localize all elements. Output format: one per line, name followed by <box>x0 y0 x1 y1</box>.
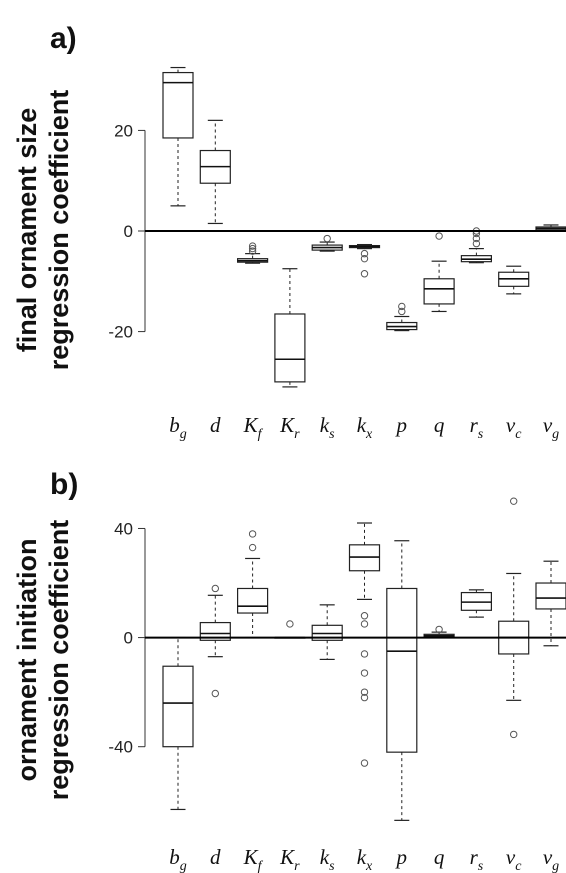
p2-outlier <box>360 620 369 628</box>
p1-outlier <box>248 247 257 255</box>
panel-a-ylabel-line1: final ornament size <box>12 108 42 353</box>
p1-box-7 <box>423 232 455 313</box>
p2-iqr-box <box>386 587 418 753</box>
p1-outlier <box>360 249 369 258</box>
p2-box-6 <box>386 540 418 821</box>
p1-box-0 <box>162 66 194 207</box>
p1-iqr-box <box>423 278 455 305</box>
p2-box-10 <box>535 560 566 647</box>
p1-y-tick-label: -20 <box>108 323 133 342</box>
p2-outlier <box>510 730 518 739</box>
p2-outlier <box>211 584 220 593</box>
p2-box-8 <box>460 589 492 618</box>
p1-category-label: ks <box>320 413 335 442</box>
p2-box-2 <box>237 530 269 639</box>
p2-category-label: Kf <box>243 845 264 873</box>
p1-category-label: vc <box>506 413 522 442</box>
p1-category-label: bg <box>169 413 187 442</box>
p1-outlier <box>435 232 443 240</box>
p1-category-label: vg <box>543 413 559 442</box>
p1-category-label: rs <box>470 413 484 442</box>
p1-box-2 <box>237 242 269 264</box>
p2-outlier <box>360 688 369 696</box>
p2-outlier <box>286 620 294 628</box>
p2-outlier <box>248 530 257 538</box>
p2-y-tick-label: 40 <box>114 519 133 538</box>
p1-outlier <box>248 242 257 250</box>
p2-category-label: bg <box>169 845 187 873</box>
p2-category-label: Kr <box>279 845 300 873</box>
panel-a: a) final ornament size regression coeffi… <box>12 22 566 442</box>
panel-a-ylabel-line2: regression coefficient <box>44 90 74 371</box>
p1-iqr-box <box>162 71 194 139</box>
p2-box-9 <box>498 497 530 739</box>
p2-outlier <box>360 612 369 620</box>
p1-box-4 <box>311 234 343 252</box>
p1-outlier <box>360 270 369 278</box>
p2-outlier <box>435 625 443 634</box>
p2-box-5 <box>348 522 381 767</box>
p1-box-3 <box>274 268 306 388</box>
p1-category-label: p <box>395 413 408 437</box>
p1-box-5 <box>348 243 381 278</box>
p1-category-label: kx <box>357 413 373 442</box>
p2-category-label: vg <box>543 845 559 873</box>
p2-category-label: vc <box>506 845 522 873</box>
p2-y-tick-label: -40 <box>108 738 133 757</box>
p1-outlier <box>472 234 481 243</box>
panel-b: b) ornament initiation regression coeffi… <box>12 468 566 873</box>
p2-category-label: ks <box>320 845 335 873</box>
p2-iqr-box <box>162 665 194 748</box>
p1-outlier <box>472 239 481 248</box>
p2-box-1 <box>199 584 231 698</box>
p1-iqr-box <box>274 313 306 383</box>
p2-iqr-box <box>237 587 269 614</box>
p2-outlier <box>360 650 369 658</box>
p2-box-4 <box>311 604 343 661</box>
panel-b-letter: b) <box>50 468 78 501</box>
p1-category-label: q <box>434 413 445 437</box>
p1-category-label: Kf <box>243 413 264 442</box>
p2-outlier <box>360 669 369 677</box>
panel-a-letter: a) <box>50 22 77 55</box>
p1-box-8 <box>460 227 492 264</box>
p1-box-6 <box>386 302 418 332</box>
p2-category-label: p <box>395 845 408 869</box>
p2-outlier <box>211 689 220 698</box>
p2-box-0 <box>162 636 194 811</box>
p2-outlier <box>510 497 518 505</box>
p1-y-tick-label: 20 <box>114 121 133 140</box>
panel-b-ylabel-line1: ornament initiation <box>12 539 42 782</box>
p2-iqr-box <box>199 621 231 641</box>
p1-outlier <box>323 234 331 243</box>
p2-category-label: kx <box>357 845 373 873</box>
p1-box-9 <box>498 265 530 295</box>
p2-category-label: rs <box>470 845 484 873</box>
p2-iqr-box <box>535 582 566 610</box>
p2-box-7 <box>423 625 455 639</box>
p2-outlier <box>360 693 369 702</box>
p1-outlier <box>360 254 369 263</box>
p1-outlier <box>398 302 406 311</box>
p2-category-label: q <box>434 845 445 869</box>
panel-b-ylabel-line2: regression coefficient <box>44 520 74 801</box>
p1-box-1 <box>199 119 231 225</box>
p2-outlier <box>360 759 369 767</box>
p2-box-3 <box>274 620 306 639</box>
p1-category-label: Kr <box>279 413 300 442</box>
p2-outlier <box>248 543 257 552</box>
p1-outlier <box>248 244 257 253</box>
p2-y-tick-label: 0 <box>124 629 133 648</box>
p1-outlier <box>398 307 406 316</box>
p2-category-label: d <box>210 845 221 869</box>
p1-y-tick-label: 0 <box>124 222 133 241</box>
p1-category-label: d <box>210 413 221 437</box>
